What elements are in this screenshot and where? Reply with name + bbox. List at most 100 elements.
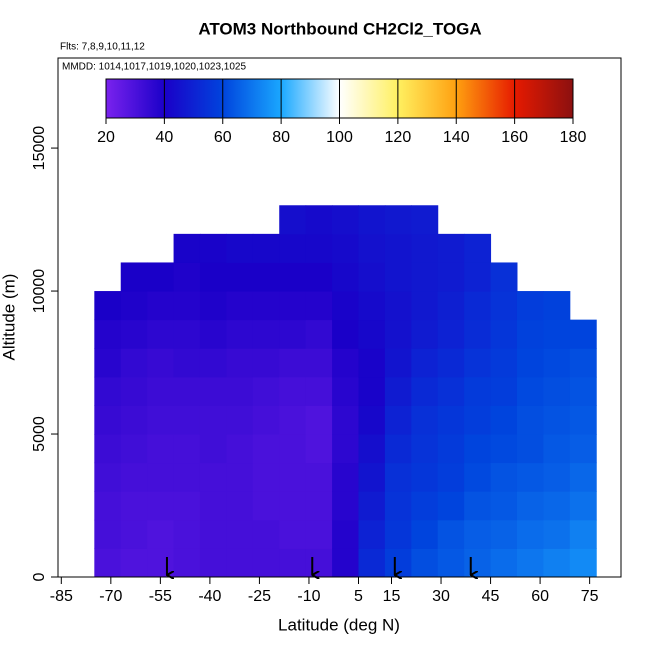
heat-cell xyxy=(94,519,122,549)
heat-cell xyxy=(358,348,386,378)
heat-cell xyxy=(332,405,359,435)
heat-cell xyxy=(147,519,175,549)
heat-cell xyxy=(437,434,465,464)
heat-cell xyxy=(437,519,465,549)
heat-cell xyxy=(147,291,175,321)
heat-cell xyxy=(173,376,201,406)
y-tick-label: 15000 xyxy=(31,126,48,171)
heat-cell xyxy=(279,434,307,464)
heat-cell xyxy=(358,291,386,321)
heat-cell xyxy=(279,348,307,378)
heat-cell xyxy=(120,434,148,464)
heat-cell xyxy=(384,491,412,521)
heat-cell xyxy=(147,319,175,349)
heat-cell xyxy=(490,434,518,464)
heat-cell xyxy=(516,491,544,521)
heat-cell xyxy=(490,491,518,521)
heat-cell xyxy=(173,462,201,492)
heat-cell xyxy=(569,376,597,406)
heat-cell xyxy=(411,319,439,349)
heat-cell xyxy=(543,434,571,464)
heat-cell xyxy=(569,319,597,349)
heat-cell xyxy=(252,548,280,578)
heat-cell xyxy=(332,491,359,521)
heat-cell xyxy=(464,262,492,292)
heat-cell xyxy=(305,519,333,549)
heat-cell xyxy=(411,491,439,521)
x-tick-label: -85 xyxy=(50,588,73,605)
heat-cell xyxy=(94,491,122,521)
heat-cell xyxy=(411,233,439,263)
heat-cell xyxy=(569,434,597,464)
colorbar-tick-label: 120 xyxy=(385,129,412,146)
heat-cell xyxy=(120,462,148,492)
heat-cell xyxy=(120,548,148,578)
heat-cell xyxy=(332,376,359,406)
heat-cell xyxy=(516,348,544,378)
x-tick-label: -70 xyxy=(99,588,122,605)
heat-cell xyxy=(94,548,122,578)
heat-cell xyxy=(543,291,571,321)
heat-cell xyxy=(252,462,280,492)
heat-cell xyxy=(94,462,122,492)
heat-cell xyxy=(305,262,333,292)
heat-cell xyxy=(384,405,412,435)
colorbar-segment xyxy=(106,79,165,118)
heat-cell xyxy=(199,462,227,492)
heat-cell xyxy=(543,319,571,349)
heat-cell xyxy=(543,348,571,378)
heat-cell xyxy=(226,262,254,292)
x-tick-label: 15 xyxy=(383,588,401,605)
heat-cell xyxy=(226,519,254,549)
heat-cell xyxy=(147,548,175,578)
heat-cell xyxy=(464,462,492,492)
heat-cell xyxy=(173,491,201,521)
subtitle: Flts: 7,8,9,10,11,12 xyxy=(60,42,145,53)
heat-cell xyxy=(199,376,227,406)
heat-cell xyxy=(490,519,518,549)
heat-cell xyxy=(358,491,386,521)
heat-cell xyxy=(279,519,307,549)
heat-cell xyxy=(516,434,544,464)
heat-cell xyxy=(384,519,412,549)
heat-cell xyxy=(569,348,597,378)
colorbar-tick-label: 180 xyxy=(560,129,587,146)
heat-cell xyxy=(411,405,439,435)
heat-cell xyxy=(332,319,359,349)
heat-cell xyxy=(173,262,201,292)
heat-cell xyxy=(252,519,280,549)
heat-cell xyxy=(490,319,518,349)
heat-cell xyxy=(305,319,333,349)
heat-cell xyxy=(147,376,175,406)
heat-cell xyxy=(252,319,280,349)
heat-cell xyxy=(147,348,175,378)
heat-cell xyxy=(94,434,122,464)
colorbar-tick-label: 40 xyxy=(155,129,173,146)
heat-cell xyxy=(464,376,492,406)
heat-cell xyxy=(543,405,571,435)
heat-cell xyxy=(464,434,492,464)
heat-cell xyxy=(120,491,148,521)
heat-cell xyxy=(437,405,465,435)
colorbar-tick-label: 100 xyxy=(326,129,353,146)
heat-cell xyxy=(358,519,386,549)
heat-cell xyxy=(120,376,148,406)
heat-cell xyxy=(252,491,280,521)
heat-cell xyxy=(384,319,412,349)
heat-cell xyxy=(252,405,280,435)
heat-cell xyxy=(437,348,465,378)
heat-cell xyxy=(516,319,544,349)
heat-cell xyxy=(358,548,386,578)
heat-cell xyxy=(490,262,518,292)
heat-cell xyxy=(490,348,518,378)
heat-cell xyxy=(569,548,597,578)
heat-cell xyxy=(411,205,439,235)
x-tick-label: -55 xyxy=(149,588,172,605)
heat-cell xyxy=(279,548,307,578)
heat-cell xyxy=(332,262,359,292)
heat-cell xyxy=(464,319,492,349)
heat-cell xyxy=(226,548,254,578)
heat-cell xyxy=(464,291,492,321)
heat-cell xyxy=(437,291,465,321)
heat-cell xyxy=(411,519,439,549)
